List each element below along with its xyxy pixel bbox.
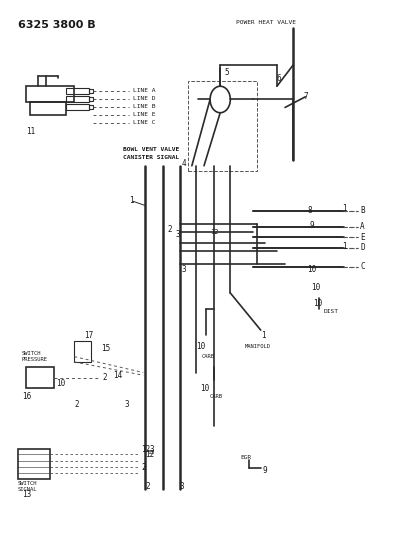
Bar — [66, 88, 89, 94]
Text: 2: 2 — [145, 482, 150, 491]
Text: 15: 15 — [101, 344, 110, 353]
Text: 3: 3 — [182, 265, 186, 273]
Bar — [26, 367, 54, 389]
Text: 2: 2 — [103, 373, 107, 382]
Text: 2: 2 — [74, 400, 79, 409]
Bar — [188, 81, 257, 171]
Text: 3: 3 — [149, 445, 154, 454]
Text: 12: 12 — [145, 450, 155, 459]
Bar — [30, 102, 66, 115]
Text: C: C — [360, 262, 365, 271]
Text: CARB: CARB — [210, 394, 223, 399]
Text: 10: 10 — [196, 342, 205, 351]
Text: SWITCH
PRESSURE: SWITCH PRESSURE — [22, 351, 48, 362]
Text: 4: 4 — [182, 159, 186, 167]
Text: A: A — [360, 222, 365, 231]
Text: 1: 1 — [129, 196, 134, 205]
Text: D: D — [360, 244, 365, 253]
Text: POWER HEAT VALVE: POWER HEAT VALVE — [236, 20, 297, 25]
Text: 12: 12 — [141, 445, 151, 454]
Text: LINE B: LINE B — [133, 104, 155, 109]
Text: 11: 11 — [26, 127, 35, 136]
Text: 1: 1 — [342, 204, 346, 213]
Text: DIST: DIST — [324, 309, 339, 314]
Text: 9: 9 — [263, 466, 267, 475]
Text: EGR: EGR — [240, 455, 252, 460]
Bar — [74, 341, 91, 362]
Text: 2: 2 — [141, 464, 146, 472]
Text: 2: 2 — [168, 225, 172, 234]
Text: 3: 3 — [125, 400, 130, 409]
Text: 12: 12 — [210, 229, 219, 235]
Text: 10: 10 — [313, 299, 323, 308]
Text: 13: 13 — [22, 490, 31, 499]
Text: 8: 8 — [307, 206, 312, 215]
Text: 10: 10 — [311, 283, 321, 292]
Text: 6325 3800 B: 6325 3800 B — [18, 20, 95, 30]
Text: BOWL VENT VALVE: BOWL VENT VALVE — [123, 147, 179, 152]
Text: 17: 17 — [84, 331, 94, 340]
Text: B: B — [360, 206, 365, 215]
Text: CARB: CARB — [202, 354, 215, 359]
Bar — [89, 105, 93, 109]
Bar — [89, 97, 93, 101]
Bar — [66, 96, 89, 102]
Text: LINE E: LINE E — [133, 112, 155, 117]
Text: 12: 12 — [147, 449, 155, 455]
Text: 7: 7 — [303, 92, 308, 101]
Text: 1: 1 — [261, 331, 265, 340]
Bar — [18, 449, 50, 479]
Bar — [26, 86, 74, 102]
Text: 10: 10 — [307, 265, 317, 273]
Text: LINE A: LINE A — [133, 88, 155, 93]
Text: 10: 10 — [56, 378, 65, 387]
Text: 3: 3 — [180, 482, 184, 491]
Text: 3: 3 — [175, 230, 180, 239]
Text: 6: 6 — [277, 74, 282, 83]
Text: E: E — [360, 233, 365, 242]
Bar — [66, 104, 89, 110]
Text: 5: 5 — [224, 68, 229, 77]
Text: SWITCH
SIGNAL: SWITCH SIGNAL — [18, 481, 37, 492]
Text: LINE C: LINE C — [133, 120, 155, 125]
Text: CANISTER SIGNAL: CANISTER SIGNAL — [123, 155, 179, 160]
Text: LINE D: LINE D — [133, 96, 155, 101]
Text: 16: 16 — [22, 392, 31, 401]
Text: 14: 14 — [113, 370, 122, 379]
Bar — [89, 89, 93, 93]
Text: 10: 10 — [200, 384, 209, 393]
Text: MANIFOLD: MANIFOLD — [244, 344, 271, 349]
Text: 1: 1 — [342, 243, 346, 252]
Text: 9: 9 — [309, 221, 314, 230]
